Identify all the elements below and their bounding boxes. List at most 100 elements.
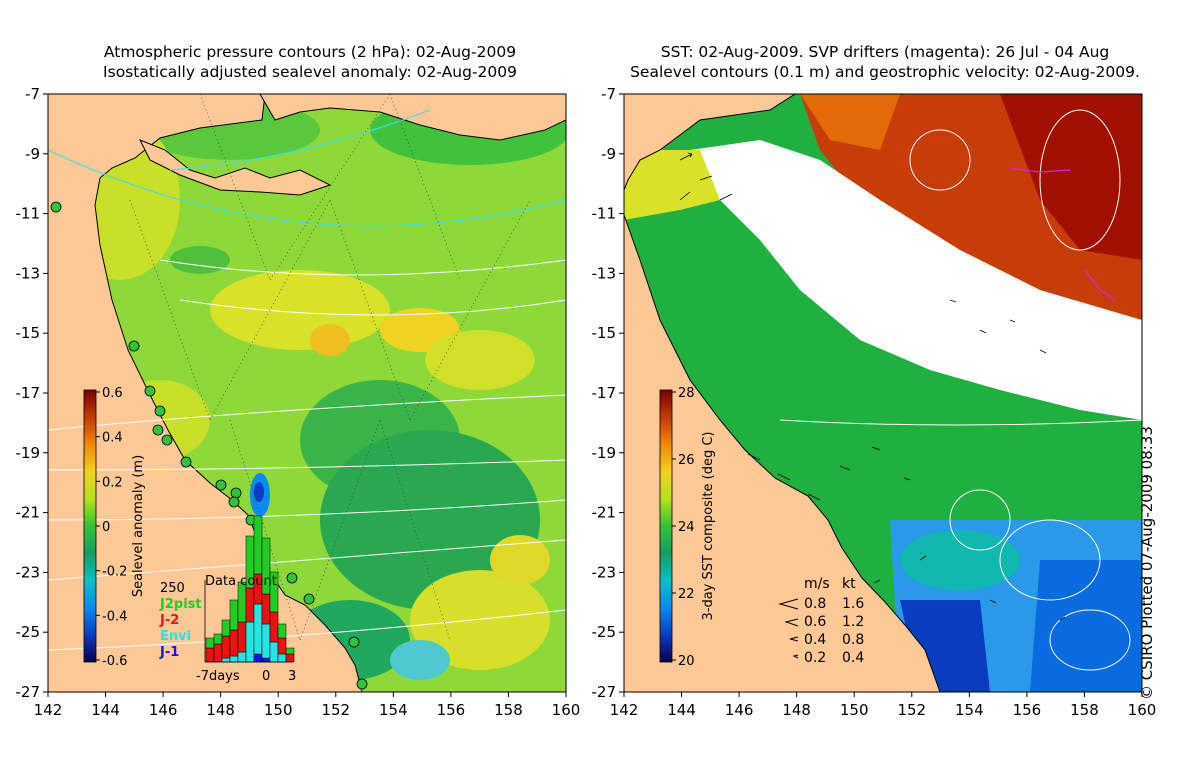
histogram-bar-8-2	[269, 641, 279, 663]
left-title-line2: Isostatically adjusted sealevel anomaly:…	[103, 63, 517, 81]
svp-drifter-tracks	[1009, 167, 1116, 301]
histogram-bar-9-1	[277, 637, 287, 655]
histogram-bar-2-0	[221, 619, 231, 637]
copyright-notice: © CSIRO Plotted 07-Aug-2009 08:33	[1138, 426, 1156, 700]
right-map	[623, 93, 1143, 693]
velocity-legend-arrows	[778, 598, 799, 659]
histogram-bar-10-1	[285, 653, 295, 663]
right-lat-label--19: -19	[592, 444, 617, 462]
left-lon-label-152: 152	[321, 701, 350, 719]
histogram-bar-6-2	[253, 603, 263, 655]
left-lon-label-160: 160	[552, 701, 581, 719]
right-lon-label-148: 148	[782, 701, 811, 719]
velocity-row-ms-2: 0.4	[804, 632, 826, 648]
histogram-bar-7-3	[261, 657, 271, 663]
left-map-axes: 142 144 146 148 150 152 154 156 158 160 -7 -9 -11 -13…	[16, 85, 581, 719]
histogram-legend: J2pist J-2 Envi J-1	[159, 597, 202, 660]
left-lon-label-148: 148	[206, 701, 235, 719]
left-colorbar-tick-3: 0	[102, 520, 110, 535]
left-lon-label-144: 144	[91, 701, 120, 719]
right-lon-label-154: 154	[955, 701, 984, 719]
left-colorbar-label: Sealevel anomaly (m)	[131, 455, 146, 597]
histogram-bar-4-1	[237, 621, 247, 653]
histogram-bar-1-1	[213, 643, 223, 663]
left-lat-label--11: -11	[16, 205, 41, 223]
right-lon-label-158: 158	[1070, 701, 1099, 719]
histogram-bar-1-0	[213, 633, 223, 645]
right-lon-label-156: 156	[1013, 701, 1042, 719]
histogram-bar-2-2	[221, 657, 231, 663]
right-lat-label--25: -25	[592, 623, 617, 641]
left-lon-label-142: 142	[34, 701, 63, 719]
histogram-bar-9-2	[277, 653, 287, 663]
velocity-header-ms: m/s	[804, 576, 830, 592]
right-australia-land	[624, 214, 941, 692]
left-lat-label--21: -21	[16, 504, 41, 522]
left-lon-label-146: 146	[149, 701, 178, 719]
left-colorbar-tick-2: 0.2	[102, 475, 123, 490]
histogram-bar-9-0	[277, 623, 287, 639]
left-lon-label-150: 150	[264, 701, 293, 719]
histogram-xlabel-start: -7days	[196, 669, 240, 684]
left-colorbar-tick-1: 0.4	[102, 431, 123, 446]
data-count-histogram: Data count 250 -7days 0 3 J2pist J-2 Env…	[159, 515, 296, 684]
velocity-row-kt-2: 0.8	[842, 632, 864, 648]
right-lat-label--27: -27	[592, 683, 617, 701]
histogram-bar-6-3	[253, 653, 263, 663]
right-lat-label--9: -9	[601, 145, 616, 163]
tide-gauge-markers	[50, 201, 368, 690]
right-lat-label--23: -23	[592, 563, 617, 581]
left-colorbar-tick-6: -0.6	[102, 654, 127, 669]
velocity-legend: m/s kt 0.8 1.6 0.6 1.2 0.4 0.8 0.2 0.4	[778, 576, 864, 666]
histogram-xlabel-zero: 0	[262, 669, 270, 684]
histogram-ymax: 250	[160, 581, 185, 596]
histogram-bar-7-0	[261, 537, 271, 595]
legend-j-1: J-1	[159, 645, 179, 660]
histogram-bar-5-1	[245, 587, 255, 623]
right-colorbar-tick-3: 22	[678, 587, 695, 602]
right-map-axes: 142 144 146 148 150 152 154 156 158 160 -7 -9 -11 -13…	[592, 85, 1157, 719]
histogram-bar-5-2	[245, 621, 255, 663]
velocity-row-ms-0: 0.8	[804, 596, 826, 612]
histogram-bar-6-0	[253, 515, 263, 575]
left-map	[47, 93, 567, 693]
histogram-bar-8-0	[269, 571, 279, 613]
left-lat-label--25: -25	[16, 623, 41, 641]
left-lat-label--23: -23	[16, 563, 41, 581]
right-lon-label-142: 142	[610, 701, 639, 719]
right-lat-label--21: -21	[592, 504, 617, 522]
histogram-bar-2-1	[221, 635, 231, 659]
cloud-mask	[690, 140, 1142, 420]
left-map-title: Atmospheric pressure contours (2 hPa): 0…	[40, 42, 580, 82]
right-lon-label-146: 146	[725, 701, 754, 719]
left-lat-label--15: -15	[16, 324, 41, 342]
legend-j-2: J-2	[159, 613, 179, 628]
histogram-bar-7-1	[261, 593, 271, 625]
left-lat-label--7: -7	[25, 85, 40, 103]
right-map-title: SST: 02-Aug-2009. SVP drifters (magenta)…	[600, 42, 1170, 82]
right-colorbar-ticks: 28 26 24 22 20	[672, 386, 695, 669]
left-title-line1: Atmospheric pressure contours (2 hPa): 0…	[103, 43, 517, 61]
velocity-row-ms-1: 0.6	[804, 614, 826, 630]
left-lat-label--17: -17	[16, 384, 41, 402]
right-lon-label-144: 144	[667, 701, 696, 719]
velocity-row-kt-1: 1.2	[842, 614, 864, 630]
right-colorbar: 28 26 24 22 20 3-day SST composite (deg C)	[659, 386, 716, 669]
histogram-bar-3-2	[229, 655, 239, 663]
right-lon-label-160: 160	[1128, 701, 1157, 719]
histogram-bar-3-1	[229, 629, 239, 657]
right-colorbar-tick-2: 24	[678, 520, 695, 535]
histogram-bar-0-1	[205, 647, 215, 663]
left-lon-label-158: 158	[494, 701, 523, 719]
right-lat-label--13: -13	[592, 264, 617, 282]
right-lat-label--7: -7	[601, 85, 616, 103]
right-lat-label--15: -15	[592, 324, 617, 342]
left-colorbar-tick-5: -0.4	[102, 609, 127, 624]
histogram-bars	[205, 515, 295, 663]
velocity-row-kt-0: 1.6	[842, 596, 864, 612]
legend-envi: Envi	[160, 629, 191, 644]
left-lat-label--9: -9	[25, 145, 40, 163]
right-title-line2: Sealevel contours (0.1 m) and geostrophi…	[630, 63, 1140, 81]
right-colorbar-tick-4: 20	[678, 654, 695, 669]
